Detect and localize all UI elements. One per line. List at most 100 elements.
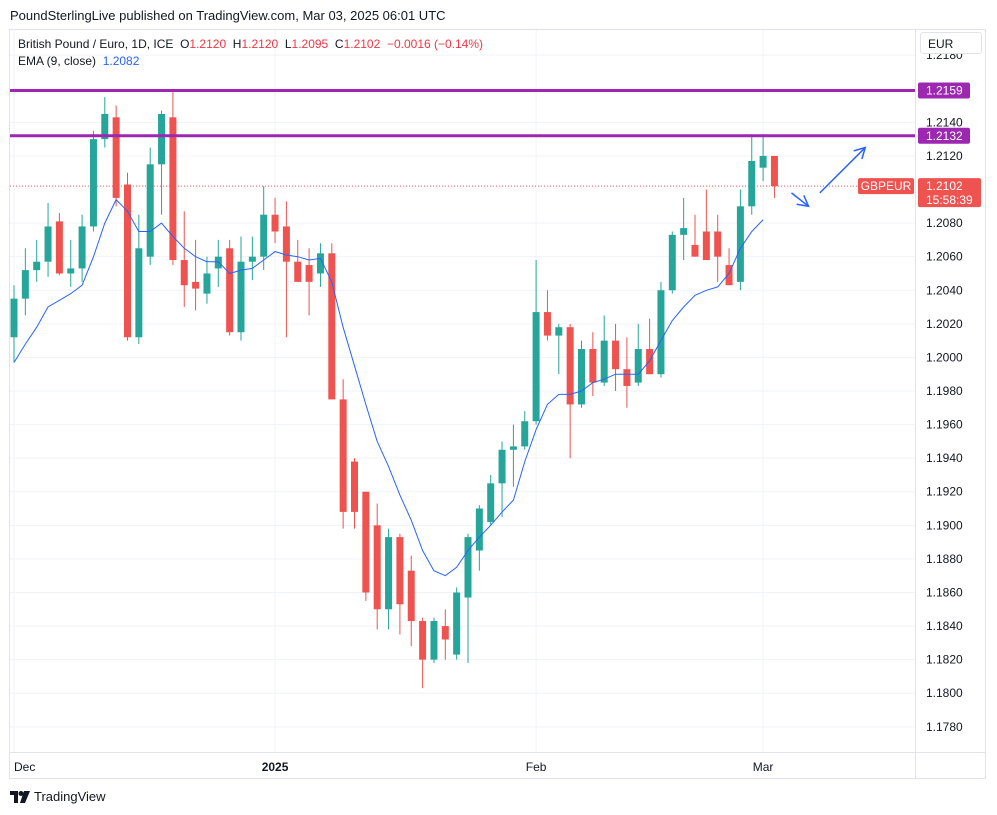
x-tick-label: Dec <box>14 760 35 774</box>
candle-body[interactable] <box>33 261 41 271</box>
last-price-tag <box>918 178 981 208</box>
high-value: 1.2120 <box>241 37 279 51</box>
close-value: 1.2102 <box>343 37 381 51</box>
candle-body[interactable] <box>396 537 404 605</box>
candle-body[interactable] <box>521 421 529 447</box>
currency-selector[interactable]: EUR <box>920 32 982 54</box>
candle-body[interactable] <box>600 340 608 383</box>
candle-body[interactable] <box>623 369 631 386</box>
y-tick-label: 1.1920 <box>926 485 963 499</box>
open-value: 1.2120 <box>189 37 227 51</box>
candle-body[interactable] <box>634 349 642 383</box>
candle-body[interactable] <box>339 399 347 512</box>
candle-body[interactable] <box>702 231 710 261</box>
candle-body[interactable] <box>441 626 449 640</box>
candle-body[interactable] <box>714 231 722 257</box>
candle-body[interactable] <box>112 117 120 198</box>
projection-arrow[interactable] <box>791 192 809 207</box>
candle-body[interactable] <box>101 113 109 140</box>
ema-line[interactable] <box>13 198 764 577</box>
candle-body[interactable] <box>770 155 778 187</box>
candle-body[interactable] <box>498 449 506 484</box>
candle-body[interactable] <box>226 248 234 333</box>
candle-body[interactable] <box>612 340 620 370</box>
bar-countdown-label: 15:58:39 <box>926 193 973 207</box>
candle-body[interactable] <box>555 327 563 336</box>
candle-body[interactable] <box>430 621 438 660</box>
candle-body[interactable] <box>373 525 381 610</box>
y-tick-label: 1.1820 <box>926 653 963 667</box>
candle-body[interactable] <box>759 155 767 168</box>
candle-body[interactable] <box>691 244 699 257</box>
tradingview-brand: TradingView <box>34 789 106 804</box>
candle-body[interactable] <box>464 537 472 598</box>
level-price-tag <box>918 82 970 99</box>
candle-body[interactable] <box>260 214 268 257</box>
x-tick-label: Mar <box>753 760 774 774</box>
candle-body[interactable] <box>453 592 461 655</box>
candle-body[interactable] <box>475 508 483 551</box>
candle-body[interactable] <box>21 270 29 299</box>
projection-arrowhead <box>796 195 810 208</box>
candle-body[interactable] <box>407 570 415 622</box>
candle-body[interactable] <box>657 290 665 375</box>
symbol-description[interactable]: British Pound / Euro, 1D, ICE <box>18 37 174 51</box>
candle-body[interactable] <box>578 349 585 405</box>
candle-body[interactable] <box>55 221 63 274</box>
tradingview-icon <box>10 790 30 803</box>
high-label: H <box>232 37 242 51</box>
candle-body[interactable] <box>419 621 427 660</box>
candle-body[interactable] <box>214 256 222 269</box>
candle-body[interactable] <box>169 117 177 261</box>
candle-body[interactable] <box>282 226 290 262</box>
candle-body[interactable] <box>180 260 188 286</box>
candle-body[interactable] <box>237 261 245 333</box>
candle-body[interactable] <box>124 184 131 338</box>
candle-body[interactable] <box>725 265 733 286</box>
candle-body[interactable] <box>271 214 279 232</box>
candle-body[interactable] <box>158 113 166 165</box>
candle-body[interactable] <box>135 248 143 338</box>
candle-body[interactable] <box>680 228 688 235</box>
y-tick-label: 1.1800 <box>926 686 963 700</box>
candle-body[interactable] <box>248 256 256 262</box>
last-price-label: 1.2102 <box>926 179 963 193</box>
y-tick-label: 1.1780 <box>926 720 963 734</box>
candle-body[interactable] <box>589 349 597 383</box>
candle-body[interactable] <box>543 312 551 336</box>
low-value: 1.2095 <box>291 37 329 51</box>
candle-body[interactable] <box>67 268 75 274</box>
candle-body[interactable] <box>362 491 370 593</box>
candle-body[interactable] <box>487 483 495 522</box>
candle-body[interactable] <box>146 164 154 257</box>
candle-body[interactable] <box>44 226 52 262</box>
candle-body[interactable] <box>328 253 336 400</box>
candle-body[interactable] <box>10 298 18 338</box>
candle-body[interactable] <box>748 160 756 207</box>
candle-body[interactable] <box>89 139 97 227</box>
candle-body[interactable] <box>532 312 540 422</box>
candle-body[interactable] <box>566 327 574 405</box>
candle-body[interactable] <box>203 273 211 294</box>
candle-body[interactable] <box>668 234 676 291</box>
candle-body[interactable] <box>316 253 324 274</box>
tradingview-logo[interactable]: TradingView <box>10 789 106 804</box>
ema-value: 1.2082 <box>102 54 140 68</box>
candle-body[interactable] <box>646 349 654 375</box>
candle-body[interactable] <box>305 265 313 282</box>
candle-body[interactable] <box>192 281 200 289</box>
projection-arrow[interactable] <box>819 147 866 194</box>
chart-frame <box>9 29 986 779</box>
candle-body[interactable] <box>736 206 744 282</box>
candle-body[interactable] <box>78 226 86 269</box>
level-price-label: 1.2159 <box>926 83 963 97</box>
candle-body[interactable] <box>351 461 358 512</box>
y-tick-label: 1.1840 <box>926 619 963 633</box>
candle-body[interactable] <box>294 261 302 282</box>
publisher-line: PoundSterlingLive published on TradingVi… <box>10 8 446 23</box>
candle-body[interactable] <box>509 446 517 450</box>
candle-body[interactable] <box>385 537 393 610</box>
low-label: L <box>284 37 292 51</box>
ema-label[interactable]: EMA (9, close) <box>18 54 97 68</box>
